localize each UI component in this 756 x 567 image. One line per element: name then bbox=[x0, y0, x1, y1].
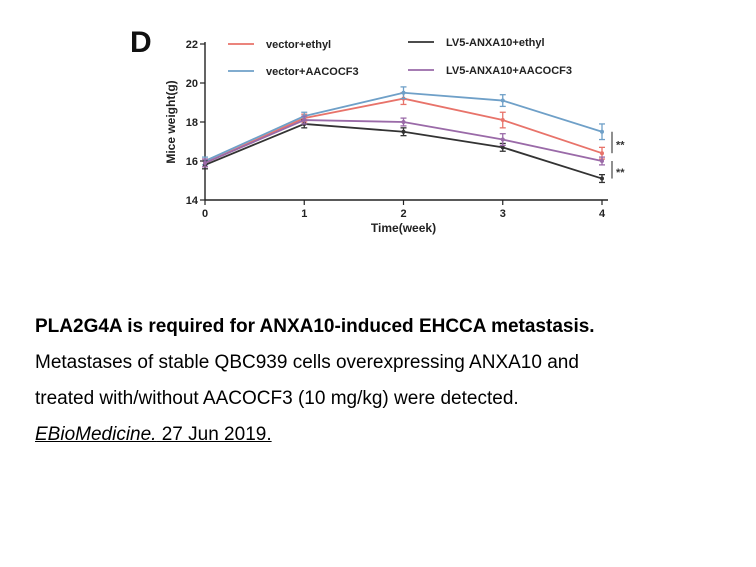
x-tick-label: 1 bbox=[301, 208, 307, 220]
legend-label: vector+ethyl bbox=[266, 39, 331, 51]
y-tick-label: 18 bbox=[186, 117, 198, 129]
data-point bbox=[401, 90, 406, 95]
legend-label: LV5-ANXA10+ethyl bbox=[446, 37, 545, 49]
legend-label: vector+AACOCF3 bbox=[266, 66, 359, 78]
data-point bbox=[203, 160, 207, 165]
x-axis-label: Time(week) bbox=[371, 221, 436, 235]
chart-legend: vector+ethyl vector+AACOCF3 LV5-ANXA10+eth… bbox=[228, 37, 572, 78]
figure-caption: PLA2G4A is required for ANXA10-induced E… bbox=[35, 312, 750, 450]
data-point bbox=[500, 118, 505, 123]
x-tick-label: 4 bbox=[599, 208, 606, 220]
significance-marker: ** bbox=[616, 167, 625, 179]
data-point bbox=[302, 118, 307, 123]
data-point bbox=[500, 137, 505, 142]
y-axis-label: Mice weight(g) bbox=[164, 80, 178, 163]
citation-journal[interactable]: EBioMedicine. bbox=[35, 424, 157, 445]
data-point bbox=[401, 129, 406, 134]
caption-line-2: treated with/without AACOCF3 (10 mg/kg) … bbox=[35, 388, 519, 409]
line-chart: D 14 16 18 20 22 0 1 2 3 4 Time(week) Mice weight(g… bbox=[130, 26, 625, 235]
figure-panel: D 14 16 18 20 22 0 1 2 3 4 Time(week) Mice weight(g… bbox=[130, 26, 625, 235]
x-tick-label: 2 bbox=[400, 208, 406, 220]
chart-plot-area: ** ** bbox=[202, 86, 625, 184]
data-point bbox=[600, 159, 604, 163]
x-tick-label: 0 bbox=[202, 208, 208, 220]
panel-label: D bbox=[130, 26, 152, 59]
citation-link[interactable]: EBioMedicine. 27 Jun 2019. bbox=[35, 420, 750, 450]
y-tick-label: 14 bbox=[186, 195, 199, 207]
significance-marker: ** bbox=[616, 139, 625, 151]
y-tick-label: 22 bbox=[186, 39, 198, 51]
data-point bbox=[600, 151, 604, 156]
y-tick-label: 20 bbox=[186, 78, 198, 90]
legend-label: LV5-ANXA10+AACOCF3 bbox=[446, 65, 572, 77]
chart-axes: 14 16 18 20 22 0 1 2 3 4 Time(week) Mice weight(g) bbox=[164, 39, 608, 235]
caption-line-1: Metastases of stable QBC939 cells overex… bbox=[35, 352, 579, 373]
x-tick-label: 3 bbox=[500, 208, 506, 220]
y-tick-label: 16 bbox=[186, 156, 198, 168]
data-point bbox=[600, 129, 604, 134]
data-point bbox=[600, 176, 604, 181]
caption-title: PLA2G4A is required for ANXA10-induced E… bbox=[35, 316, 595, 337]
citation-date[interactable]: 27 Jun 2019. bbox=[156, 424, 272, 445]
data-point bbox=[401, 120, 406, 124]
data-point bbox=[500, 98, 505, 103]
data-point bbox=[500, 145, 505, 150]
